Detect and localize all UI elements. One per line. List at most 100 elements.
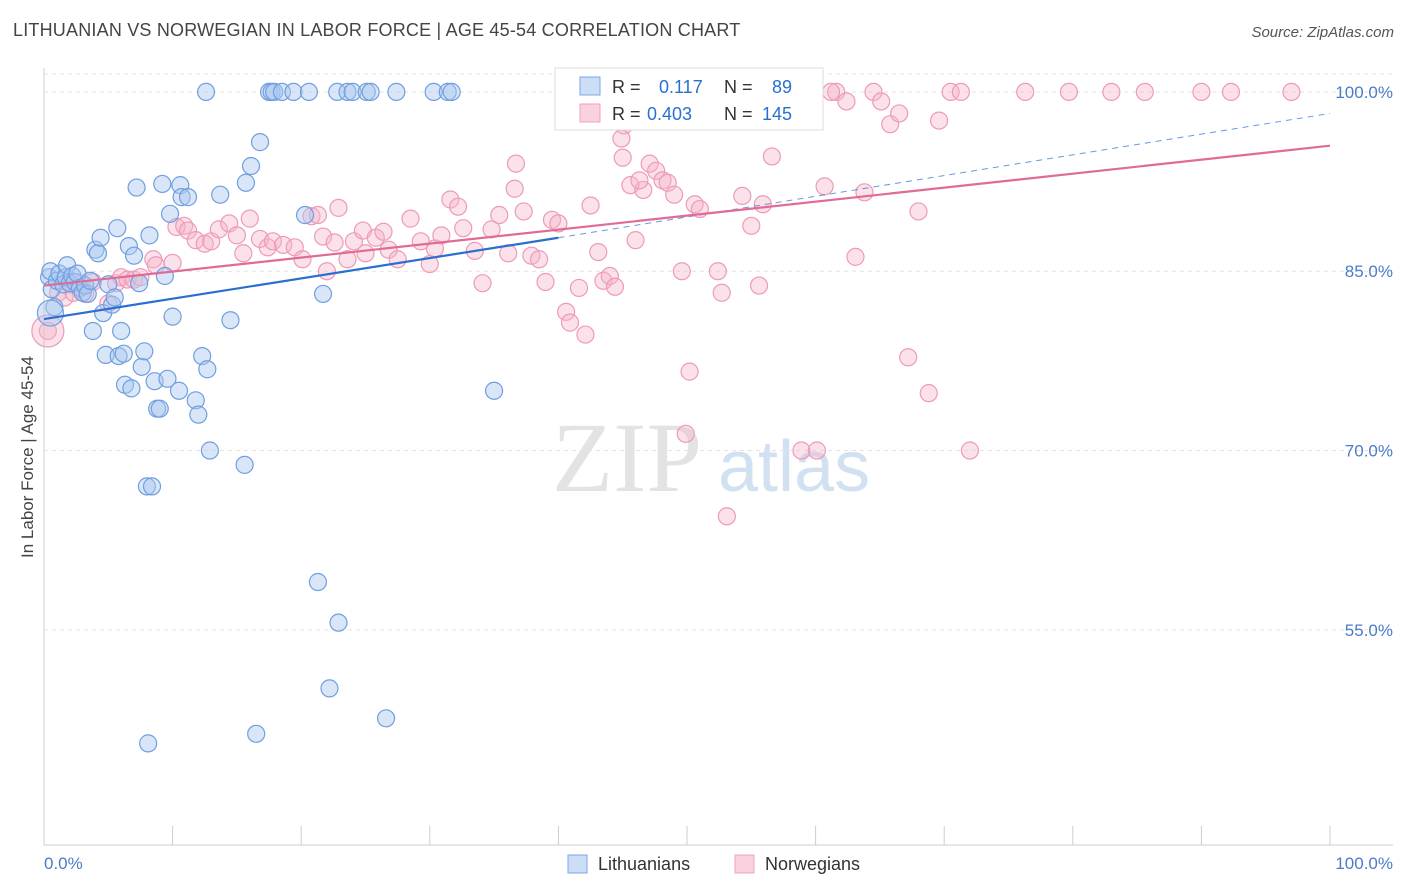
watermark-atlas: atlas: [718, 427, 870, 507]
data-point: [313, 227, 333, 246]
data-point: [634, 180, 653, 200]
data-point: [890, 104, 909, 123]
data-point: [328, 82, 347, 102]
data-point: [742, 216, 761, 235]
data-point: [864, 82, 883, 102]
data-point: [299, 82, 319, 102]
trend-lines: [43, 112, 1331, 321]
data-point: [186, 231, 205, 250]
stats-swatch-lithuanians: [579, 76, 601, 96]
data-point: [708, 262, 727, 281]
data-point: [401, 209, 420, 228]
legend-label-norwegians: Norwegians: [765, 854, 860, 874]
data-point: [235, 455, 254, 474]
data-point: [329, 613, 348, 632]
data-point: [1282, 82, 1301, 102]
data-point: [112, 321, 131, 341]
data-point: [872, 92, 891, 111]
data-point: [139, 734, 158, 753]
lithuanians-points: [36, 82, 504, 753]
stats-legend: R = 0.117 N = 89 R = 0.403 N = 145: [554, 67, 824, 131]
data-point: [338, 250, 357, 269]
data-point: [135, 342, 154, 361]
data-point: [807, 441, 826, 460]
stats-r-value-1: 0.117: [659, 77, 703, 97]
data-point: [96, 345, 115, 364]
data-point: [325, 233, 344, 252]
data-point: [227, 226, 246, 245]
data-point: [169, 381, 189, 400]
data-point: [576, 325, 595, 344]
data-point: [490, 205, 509, 225]
data-point: [263, 232, 283, 251]
stats-n-label-2: N =: [724, 104, 753, 124]
data-point: [186, 391, 205, 410]
data-point: [387, 82, 406, 102]
data-point: [142, 477, 162, 496]
data-point: [909, 202, 928, 221]
data-point: [83, 321, 102, 341]
data-point: [1016, 82, 1035, 102]
data-point: [672, 262, 691, 281]
data-point: [626, 231, 645, 250]
data-point: [899, 348, 918, 367]
data-point: [211, 185, 230, 204]
data-point: [376, 709, 396, 728]
data-point: [209, 220, 228, 239]
y-tick-label: 100.0%: [1335, 83, 1393, 102]
y-tick-label: 70.0%: [1345, 442, 1393, 461]
stats-r-label-1: R =: [612, 77, 641, 97]
data-point: [821, 82, 841, 102]
data-point: [343, 82, 362, 102]
data-point: [114, 344, 133, 363]
data-point: [929, 111, 949, 130]
y-tick-labels: 55.0% 70.0% 85.0% 100.0%: [1335, 83, 1393, 640]
x-tick-label-max: 100.0%: [1335, 854, 1393, 873]
data-point: [150, 399, 169, 418]
data-point: [361, 82, 380, 102]
data-point: [855, 183, 874, 202]
stats-r-value-2: 0.403: [647, 104, 692, 124]
data-point: [424, 82, 443, 102]
data-point: [88, 244, 108, 263]
data-point: [357, 82, 376, 102]
data-point: [196, 82, 216, 102]
stats-swatch-norwegians: [579, 103, 601, 123]
data-point: [960, 441, 980, 460]
data-point: [241, 156, 261, 176]
data-point: [1221, 82, 1241, 102]
stats-r-label-2: R =: [612, 104, 641, 124]
data-point: [448, 197, 468, 216]
data-point: [613, 148, 632, 167]
data-point: [600, 266, 619, 286]
data-point: [438, 82, 457, 102]
data-point: [837, 92, 856, 111]
data-point: [505, 179, 524, 198]
data-point: [293, 250, 312, 269]
stats-n-value-1: 89: [772, 77, 792, 97]
data-point: [127, 178, 146, 197]
data-point: [815, 177, 834, 196]
data-point: [680, 362, 699, 381]
data-point: [762, 147, 781, 166]
data-point: [247, 724, 266, 743]
data-point: [941, 82, 960, 102]
data-point: [236, 173, 256, 192]
data-point: [846, 247, 865, 266]
data-point: [733, 186, 752, 206]
legend-swatch-norwegians: [734, 854, 755, 874]
stats-n-value-2: 145: [762, 104, 792, 124]
data-point: [240, 209, 259, 228]
data-point: [338, 82, 357, 102]
data-point: [1192, 82, 1211, 102]
data-point: [295, 205, 315, 225]
data-point: [308, 205, 328, 225]
data-point: [320, 679, 339, 698]
y-tick-label: 85.0%: [1345, 262, 1393, 281]
x-tick-label-min: 0.0%: [44, 854, 83, 873]
data-point: [557, 302, 576, 321]
data-point: [200, 441, 219, 460]
stats-n-label-1: N =: [724, 77, 753, 97]
data-point: [308, 572, 328, 592]
gridlines: [44, 73, 1393, 631]
